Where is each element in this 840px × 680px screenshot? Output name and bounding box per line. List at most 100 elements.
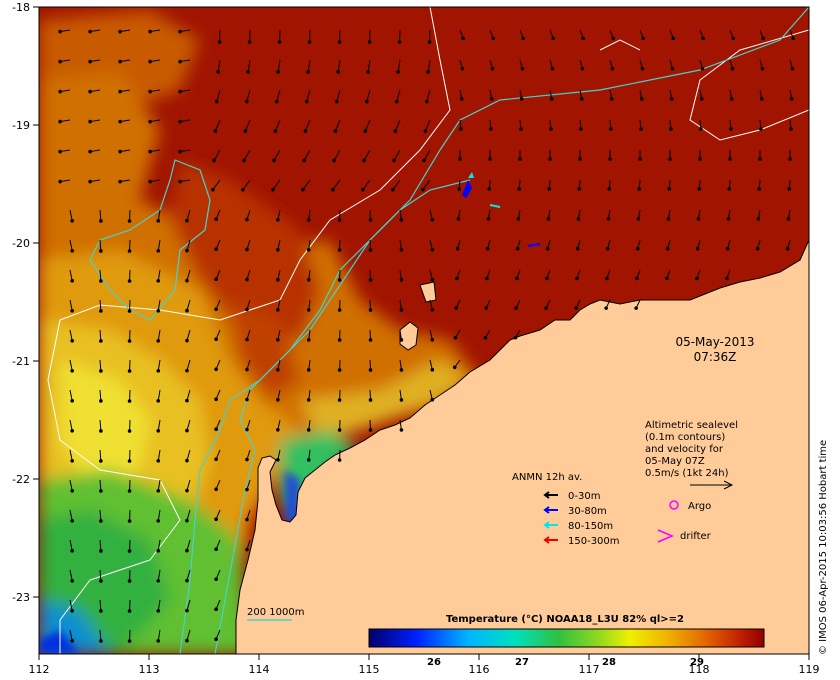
velocity-arrow [423,149,431,161]
anmn-item-label: 150-300m [568,536,620,547]
velocity-arrow [186,329,191,341]
velocity-arrow [69,329,73,341]
velocity-arrow [69,299,73,311]
velocity-arrow [247,59,251,72]
velocity-arrow [99,629,102,642]
velocity-arrow [427,59,431,72]
velocity-arrow [336,89,341,102]
velocity-arrow [216,89,221,102]
velocity-arrow [69,359,73,371]
velocity-arrow [333,149,341,161]
velocity-arrow [186,479,191,491]
velocity-arrow [277,59,281,72]
velocity-arrow [337,59,341,72]
lat-tick-label: -18 [12,1,30,14]
velocity-arrow [157,599,161,611]
velocity-arrow [332,179,341,190]
velocity-arrow [69,599,73,611]
velocity-arrow [364,119,371,132]
velocity-arrow [272,179,281,190]
velocity-arrow [157,359,161,371]
velocity-arrow [69,209,73,221]
drifter-icon [657,529,675,543]
longitude-axis: 112 113 114 115 116 117 118 119 [29,654,820,676]
velocity-arrow [186,599,191,611]
altimetric-legend: Altimetric sealevel (0.1m contours) and … [645,420,738,490]
lat-tick-label: -20 [12,237,30,250]
velocity-arrow [212,179,221,190]
velocity-arrow [157,299,161,311]
velocity-arrow [99,239,102,252]
velocity-arrow [69,419,73,431]
velocity-arrow [99,539,102,552]
velocity-arrow [246,89,251,102]
velocity-arrow [69,389,73,401]
plot-area [39,7,809,654]
altimetric-line-2: (0.1m contours) [645,432,725,443]
velocity-arrow [99,359,102,372]
velocity-arrow [99,299,102,312]
altimetric-line-3: and velocity for [645,444,724,455]
velocity-arrow [273,149,281,161]
argo-icon [669,500,679,510]
lon-tick-label: 116 [469,663,490,676]
velocity-arrow [186,629,191,641]
altimetric-line-4: 05-May 07Z [645,456,705,467]
velocity-arrow [99,269,102,282]
velocity-arrow [424,119,431,132]
map-date: 05-May-2013 [675,335,754,349]
colorbar-tick-label: 27 [515,657,529,668]
velocity-arrow [69,539,73,551]
velocity-arrow [157,479,161,491]
anmn-item-label: 0-30m [568,491,600,502]
plot-frame [38,6,810,655]
velocity-arrow [214,119,221,132]
velocity-arrow [186,569,191,581]
colorbar-ticks: 26 27 28 29 [427,657,704,668]
mooring-30-80m-b [527,243,541,247]
drifter-label: drifter [680,531,712,542]
velocity-arrow [157,539,161,551]
velocity-arrow [99,329,102,342]
lat-tick-label: -19 [12,119,30,132]
lat-tick-label: -21 [12,355,30,368]
velocity-arrow [69,569,73,581]
colorbar-tick-label: 29 [690,657,704,668]
velocity-arrow [306,89,311,102]
anmn-title: ANMN 12h av. [512,472,582,483]
map-time: 07:36Z [694,350,737,364]
velocity-arrow [422,179,431,190]
velocity-arrow [392,179,401,190]
velocity-arrow [362,179,371,190]
velocity-arrow [186,239,191,251]
velocity-arrow [244,119,251,132]
altimetric-line-5: 0.5m/s (1kt 24h) [645,468,729,479]
lon-tick-label: 115 [359,663,380,676]
velocity-arrow [157,329,161,341]
mooring-80-150m [468,172,474,178]
island [399,321,419,351]
velocity-arrow [157,629,161,641]
velocity-arrow [276,89,281,102]
altimetric-line-1: Altimetric sealevel [645,420,738,431]
velocity-arrow [186,509,191,521]
colorbar-title: Temperature (°C) NOAA18_L3U 82% ql>=2 [446,614,684,625]
colorbar-tick-label: 28 [602,657,616,668]
velocity-arrows [58,29,796,643]
velocity-arrow [69,479,73,491]
velocity-arrow [213,149,221,161]
velocity-arrow [157,449,161,461]
velocity-arrow [186,449,191,461]
velocity-arrow [217,59,221,72]
velocity-arrow [334,119,341,132]
lon-tick-label: 113 [139,663,160,676]
velocity-arrow [99,479,102,492]
anmn-legend: ANMN 12h av. 0-30m 30-80m 80-150m 150-300m [512,472,620,547]
anmn-item-label: 80-150m [568,521,613,532]
velocity-arrow [157,389,161,401]
velocity-arrow [157,209,161,221]
velocity-arrow [243,149,251,161]
velocity-arrow [157,509,161,521]
velocity-arrow [69,509,73,521]
